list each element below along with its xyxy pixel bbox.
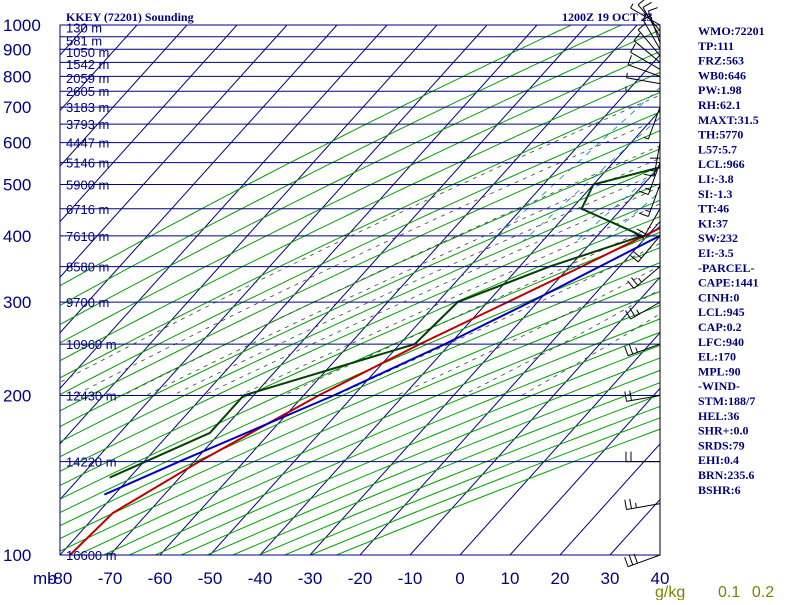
- temperature-tick-label: -30: [298, 569, 323, 588]
- index-item: SHR+:0.0: [698, 424, 749, 438]
- temperature-tick-label: 0: [455, 569, 464, 588]
- index-item: TT:46: [698, 202, 729, 216]
- index-item: SRDS:79: [698, 438, 745, 452]
- index-item: CAPE:1441: [698, 276, 759, 290]
- temperature-tick-label: -40: [248, 569, 273, 588]
- temperature-tick-label: -50: [198, 569, 223, 588]
- temperature-tick-label: 10: [501, 569, 520, 588]
- pressure-tick-label: 900: [3, 40, 31, 59]
- temperature-tick-label: 30: [601, 569, 620, 588]
- temperature-tick-label: 20: [551, 569, 570, 588]
- index-item: MPL:90: [698, 364, 741, 378]
- index-item: SW:232: [698, 231, 738, 245]
- index-item: CAP:0.2: [698, 320, 742, 334]
- index-item: L57:5.7: [698, 142, 737, 156]
- pressure-tick-label: 600: [3, 134, 31, 153]
- height-label: 9700 m: [66, 295, 109, 310]
- index-item: -PARCEL-: [698, 261, 754, 275]
- height-label: 3183 m: [66, 100, 109, 115]
- height-label: 16600 m: [66, 548, 117, 563]
- index-item: RH:62.1: [698, 98, 741, 112]
- pressure-tick-label: 800: [3, 67, 31, 86]
- index-item: PW:1.98: [698, 83, 742, 97]
- height-label: 6716 m: [66, 202, 109, 217]
- height-label: 3793 m: [66, 117, 109, 132]
- index-item: WMO:72201: [698, 24, 765, 38]
- index-item: LI:-3.8: [698, 172, 734, 186]
- height-label: 8580 m: [66, 260, 109, 275]
- pressure-tick-label: 100: [3, 546, 31, 565]
- pressure-tick-label: 300: [3, 293, 31, 312]
- index-item: STM:188/7: [698, 394, 755, 408]
- pressure-tick-label: 200: [3, 386, 31, 405]
- time-title: 1200Z 19 OCT 25: [562, 10, 653, 24]
- height-label: 14220 m: [66, 455, 117, 470]
- index-item: EHI:0.4: [698, 453, 739, 467]
- temperature-tick-label: -20: [348, 569, 373, 588]
- index-item: WB0:646: [698, 68, 746, 82]
- pressure-tick-label: 500: [3, 176, 31, 195]
- pressure-tick-label: 400: [3, 227, 31, 246]
- pressure-unit-label: mb: [33, 569, 57, 588]
- station-title: KKEY (72201) Sounding: [66, 10, 194, 24]
- index-item: BSHR:6: [698, 483, 741, 497]
- height-label: 5900 m: [66, 178, 109, 193]
- mixing-unit-label: g/kg: [655, 584, 685, 600]
- height-label: 5146 m: [66, 156, 109, 171]
- height-label: 1542 m: [66, 57, 109, 72]
- index-item: KI:37: [698, 216, 728, 230]
- height-label: 7610 m: [66, 229, 109, 244]
- index-item: CINH:0: [698, 290, 739, 304]
- index-item: TP:111: [698, 39, 734, 53]
- pressure-tick-label: 1000: [3, 16, 41, 35]
- height-label: 4447 m: [66, 136, 109, 151]
- height-label: 10960 m: [66, 337, 117, 352]
- mixing-ratio-label: 0.1: [718, 584, 740, 600]
- index-item: EL:170: [698, 350, 736, 364]
- index-item: LFC:940: [698, 335, 744, 349]
- index-item: BRN:235.6: [698, 468, 754, 482]
- pressure-tick-label: 700: [3, 98, 31, 117]
- temperature-tick-label: -60: [148, 569, 173, 588]
- index-item: HEL:36: [698, 409, 739, 423]
- index-item: FRZ:563: [698, 54, 744, 68]
- temperature-tick-label: -10: [398, 569, 423, 588]
- height-label: 12430 m: [66, 388, 117, 403]
- mixing-ratio-label: 0.2: [752, 584, 774, 600]
- index-item: LCL:966: [698, 157, 745, 171]
- index-item: MAXT:31.5: [698, 113, 759, 127]
- index-item: -WIND-: [698, 379, 740, 393]
- index-item: LCL:945: [698, 305, 745, 319]
- index-item: SI:-1.3: [698, 187, 732, 201]
- height-label: 2605 m: [66, 84, 109, 99]
- index-item: TH:5770: [698, 128, 743, 142]
- temperature-tick-label: -70: [98, 569, 123, 588]
- index-item: EI:-3.5: [698, 246, 734, 260]
